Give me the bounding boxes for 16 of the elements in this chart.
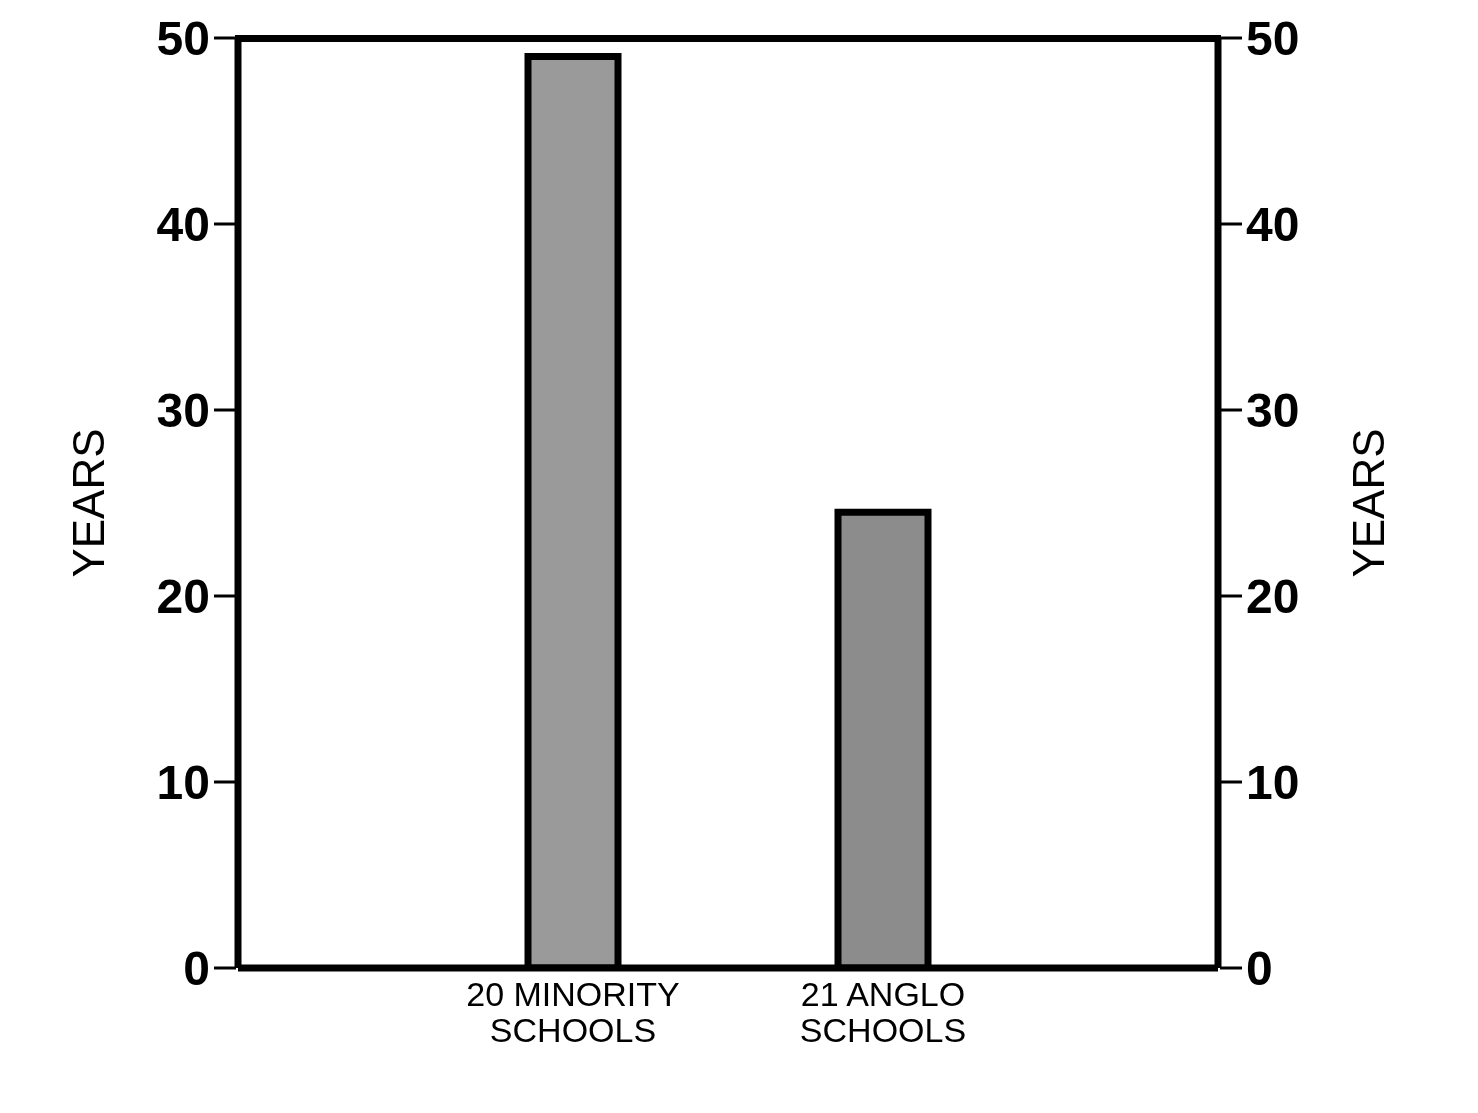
y-tick-label: 30	[156, 384, 210, 438]
y2-tick-label: 40	[1246, 198, 1300, 252]
y2-tick-label: 0	[1246, 942, 1273, 996]
y2-tick-label: 50	[1246, 12, 1300, 66]
y2-axis-title: YEARS	[1343, 428, 1393, 578]
y2-tick-label: 10	[1246, 756, 1300, 810]
y-axis-title: YEARS	[63, 428, 113, 578]
y-tick-label: 0	[183, 942, 210, 996]
y2-tick-label: 30	[1246, 384, 1300, 438]
y-tick-label: 40	[156, 198, 210, 252]
x-tick-label: 21 ANGLO SCHOOLS	[799, 975, 967, 1049]
y-tick-label: 50	[156, 12, 210, 66]
y-tick-label: 20	[156, 570, 210, 624]
y2-tick-label: 20	[1246, 570, 1300, 624]
y-tick-label: 10	[156, 756, 210, 810]
x-tick-label: 20 MINORITY SCHOOLS	[466, 975, 680, 1049]
